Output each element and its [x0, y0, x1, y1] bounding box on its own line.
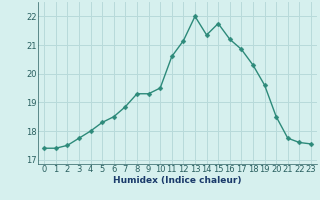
X-axis label: Humidex (Indice chaleur): Humidex (Indice chaleur) [113, 176, 242, 185]
